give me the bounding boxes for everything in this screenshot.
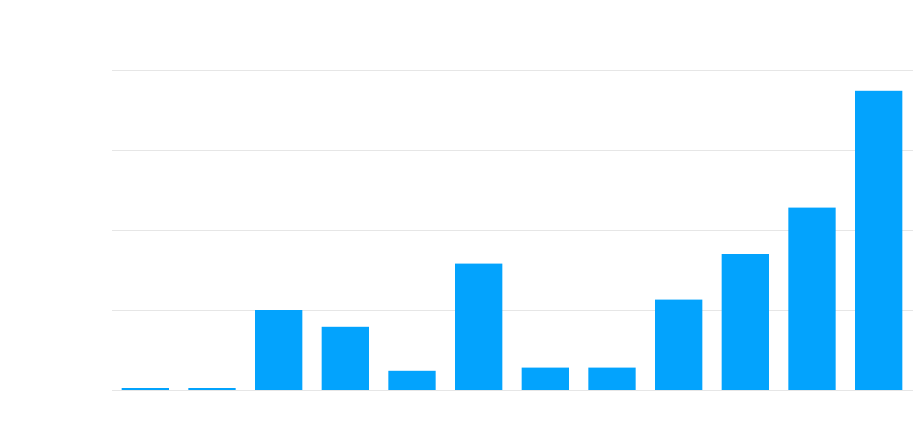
bar — [255, 310, 303, 390]
bar — [655, 299, 703, 390]
bar — [788, 207, 836, 390]
bar — [721, 254, 769, 390]
bar — [588, 367, 636, 390]
bar — [388, 370, 436, 390]
bar — [121, 388, 169, 390]
bar — [855, 90, 903, 391]
bar — [521, 367, 569, 390]
bar — [188, 388, 236, 390]
bar — [321, 326, 369, 390]
bar — [455, 263, 503, 390]
